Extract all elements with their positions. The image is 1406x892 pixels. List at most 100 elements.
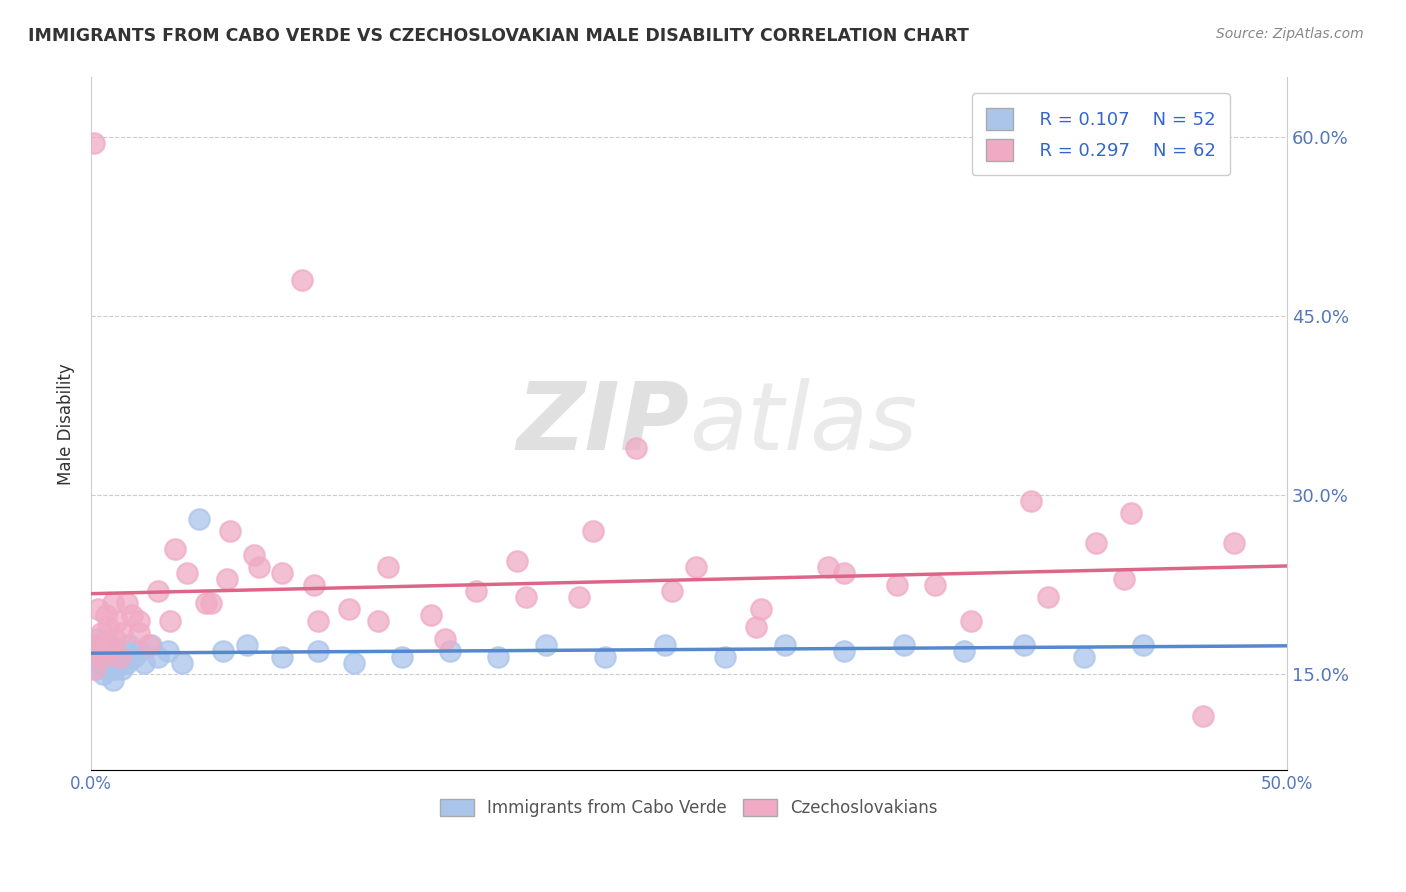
Point <box>582 524 605 538</box>
Point <box>98 638 121 652</box>
Point <box>121 607 143 622</box>
Point <box>242 548 264 562</box>
Point <box>83 661 105 675</box>
Point <box>271 566 294 580</box>
Point <box>115 656 138 670</box>
Point <box>87 643 110 657</box>
Point <box>217 572 239 586</box>
Point <box>1114 572 1136 586</box>
Point <box>163 542 186 557</box>
Point <box>176 566 198 580</box>
Legend: Immigrants from Cabo Verde, Czechoslovakians: Immigrants from Cabo Verde, Czechoslovak… <box>433 792 945 824</box>
Point <box>87 656 110 670</box>
Point <box>122 649 145 664</box>
Point <box>84 638 107 652</box>
Point <box>98 656 121 670</box>
Point <box>568 590 591 604</box>
Point <box>1084 536 1107 550</box>
Point <box>886 578 908 592</box>
Point <box>84 638 107 652</box>
Point <box>170 656 193 670</box>
Point <box>235 638 257 652</box>
Point <box>377 560 399 574</box>
Point <box>1036 590 1059 604</box>
Point <box>101 673 124 688</box>
Point <box>893 638 915 652</box>
Point <box>271 649 294 664</box>
Point <box>87 632 110 646</box>
Point <box>817 560 839 574</box>
Point <box>94 656 117 670</box>
Point <box>745 620 768 634</box>
Point <box>90 625 112 640</box>
Point <box>139 638 162 652</box>
Point <box>506 554 529 568</box>
Point <box>128 625 150 640</box>
Point <box>685 560 707 574</box>
Point <box>211 643 233 657</box>
Point <box>661 583 683 598</box>
Point <box>90 638 112 652</box>
Point <box>953 643 976 657</box>
Point <box>465 583 488 598</box>
Point <box>515 590 537 604</box>
Point <box>111 661 134 675</box>
Point <box>773 638 796 652</box>
Point <box>97 620 120 634</box>
Point <box>367 614 389 628</box>
Point <box>156 643 179 657</box>
Point <box>419 607 441 622</box>
Point <box>434 632 457 646</box>
Point <box>187 512 209 526</box>
Point <box>115 596 138 610</box>
Point <box>90 649 112 664</box>
Point <box>439 643 461 657</box>
Point <box>714 649 737 664</box>
Point <box>1223 536 1246 550</box>
Point <box>218 524 240 538</box>
Y-axis label: Male Disability: Male Disability <box>58 363 75 484</box>
Text: Source: ZipAtlas.com: Source: ZipAtlas.com <box>1216 27 1364 41</box>
Point <box>104 661 127 675</box>
Point <box>159 614 181 628</box>
Point <box>104 632 127 646</box>
Point <box>84 661 107 675</box>
Point <box>97 643 120 657</box>
Point <box>626 441 648 455</box>
Point <box>834 643 856 657</box>
Point <box>343 656 366 670</box>
Point <box>107 656 129 670</box>
Point <box>83 136 105 150</box>
Point <box>111 625 134 640</box>
Point <box>1192 709 1215 723</box>
Point <box>128 643 150 657</box>
Point <box>146 583 169 598</box>
Point <box>247 560 270 574</box>
Point <box>91 667 114 681</box>
Point <box>486 649 509 664</box>
Point <box>87 602 110 616</box>
Point <box>307 643 329 657</box>
Point <box>101 649 124 664</box>
Point <box>1073 649 1095 664</box>
Point <box>291 273 314 287</box>
Point <box>654 638 676 652</box>
Point <box>749 602 772 616</box>
Point <box>595 649 617 664</box>
Point <box>94 638 117 652</box>
Text: IMMIGRANTS FROM CABO VERDE VS CZECHOSLOVAKIAN MALE DISABILITY CORRELATION CHART: IMMIGRANTS FROM CABO VERDE VS CZECHOSLOV… <box>28 27 969 45</box>
Point <box>391 649 413 664</box>
Point <box>1012 638 1035 652</box>
Point <box>834 566 856 580</box>
Point <box>94 607 117 622</box>
Point <box>98 643 121 657</box>
Point <box>960 614 983 628</box>
Point <box>91 649 114 664</box>
Point <box>83 643 105 657</box>
Point <box>146 649 169 664</box>
Point <box>200 596 222 610</box>
Point <box>114 643 136 657</box>
Text: atlas: atlas <box>689 378 917 469</box>
Point <box>118 638 141 652</box>
Point <box>104 643 127 657</box>
